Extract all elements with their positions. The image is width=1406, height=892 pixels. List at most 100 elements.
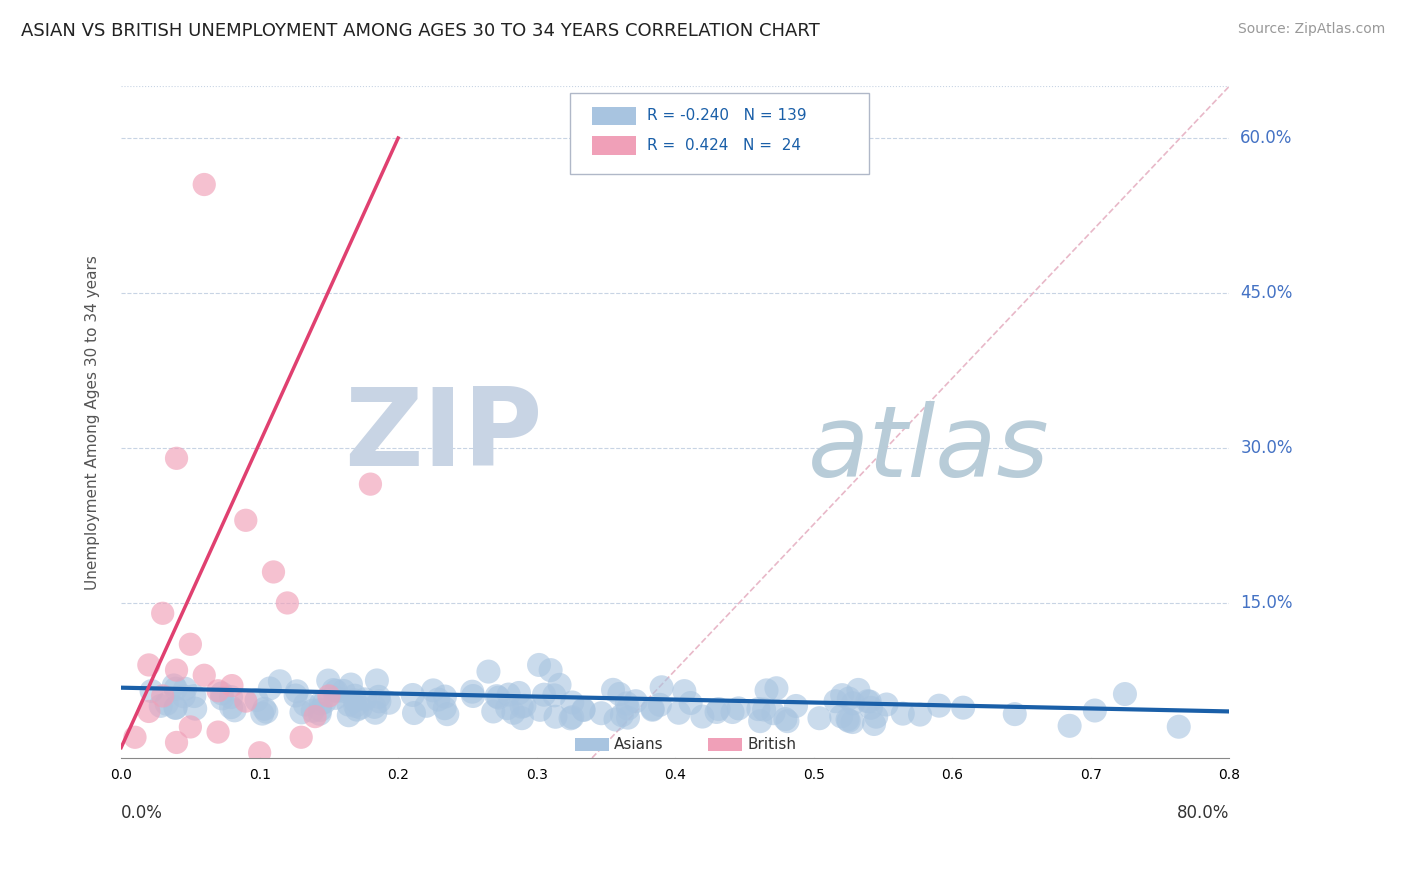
Point bbox=[617, 701, 640, 715]
Point bbox=[183, 689, 205, 703]
Point bbox=[152, 607, 174, 621]
Point bbox=[149, 698, 172, 713]
Point bbox=[706, 705, 728, 719]
Point bbox=[775, 712, 797, 726]
Point bbox=[235, 694, 257, 708]
Point bbox=[477, 665, 499, 679]
Text: 15.0%: 15.0% bbox=[1240, 594, 1292, 612]
Point bbox=[461, 684, 484, 698]
Point bbox=[510, 699, 533, 714]
Point bbox=[572, 703, 595, 717]
Point bbox=[138, 657, 160, 672]
Point bbox=[488, 690, 510, 705]
Point bbox=[211, 691, 233, 706]
Point bbox=[163, 678, 186, 692]
Text: 45.0%: 45.0% bbox=[1240, 284, 1292, 302]
Point bbox=[402, 706, 425, 720]
Point bbox=[166, 735, 188, 749]
Bar bbox=[575, 738, 609, 751]
FancyBboxPatch shape bbox=[569, 93, 869, 174]
Point bbox=[859, 694, 882, 708]
Point bbox=[285, 684, 308, 698]
Point bbox=[378, 696, 401, 710]
Point bbox=[842, 696, 865, 710]
Y-axis label: Unemployment Among Ages 30 to 34 years: Unemployment Among Ages 30 to 34 years bbox=[86, 255, 100, 590]
Text: Source: ZipAtlas.com: Source: ZipAtlas.com bbox=[1237, 22, 1385, 37]
Point bbox=[668, 706, 690, 720]
Point bbox=[224, 703, 246, 717]
Point bbox=[533, 688, 555, 702]
Point bbox=[605, 713, 627, 727]
Point bbox=[366, 673, 388, 688]
Point bbox=[673, 684, 696, 698]
Point bbox=[301, 704, 323, 718]
Point bbox=[415, 698, 437, 713]
Point bbox=[548, 678, 571, 692]
Point bbox=[838, 714, 860, 728]
Point bbox=[591, 706, 613, 721]
Point bbox=[617, 711, 640, 725]
Point bbox=[602, 682, 624, 697]
Point bbox=[707, 702, 730, 716]
Point bbox=[368, 694, 391, 708]
Point bbox=[572, 702, 595, 716]
Point bbox=[263, 565, 285, 579]
Point bbox=[253, 702, 276, 716]
Point bbox=[863, 717, 886, 731]
Point bbox=[610, 708, 633, 723]
Point bbox=[785, 698, 807, 713]
Text: 30.0%: 30.0% bbox=[1240, 439, 1292, 457]
Point bbox=[318, 689, 340, 703]
Point bbox=[304, 709, 326, 723]
Point bbox=[648, 698, 671, 712]
Point bbox=[259, 681, 281, 696]
Point bbox=[179, 720, 201, 734]
Point bbox=[561, 696, 583, 710]
Point bbox=[527, 657, 550, 672]
Point bbox=[502, 706, 524, 720]
Point bbox=[322, 683, 344, 698]
Point bbox=[485, 689, 508, 703]
Point bbox=[165, 701, 187, 715]
Point bbox=[755, 683, 778, 698]
Point bbox=[193, 178, 215, 192]
Point bbox=[508, 686, 530, 700]
Point bbox=[908, 707, 931, 722]
Point bbox=[482, 705, 505, 719]
Point bbox=[433, 690, 456, 704]
Point bbox=[309, 703, 332, 717]
Point bbox=[461, 689, 484, 703]
Point bbox=[235, 513, 257, 527]
Point bbox=[865, 709, 887, 723]
Point bbox=[513, 698, 536, 713]
Text: R = -0.240   N = 139: R = -0.240 N = 139 bbox=[647, 109, 807, 123]
Point bbox=[727, 701, 749, 715]
Point bbox=[166, 451, 188, 466]
Point bbox=[1114, 687, 1136, 701]
Point bbox=[831, 688, 853, 702]
Point bbox=[848, 682, 870, 697]
Point bbox=[776, 714, 799, 728]
Point bbox=[284, 689, 307, 703]
Point bbox=[496, 701, 519, 715]
Point bbox=[124, 731, 146, 745]
Point bbox=[1084, 704, 1107, 718]
Point bbox=[249, 746, 271, 760]
Point bbox=[309, 697, 332, 711]
Point bbox=[343, 689, 366, 703]
Point bbox=[337, 708, 360, 723]
Point bbox=[367, 690, 389, 704]
Point bbox=[290, 706, 312, 720]
Point bbox=[427, 692, 450, 706]
Point bbox=[876, 698, 898, 712]
Point bbox=[749, 714, 772, 728]
Point bbox=[433, 701, 456, 715]
Point bbox=[325, 684, 347, 698]
Point bbox=[641, 703, 664, 717]
Point bbox=[173, 690, 195, 704]
Point bbox=[141, 684, 163, 698]
Point bbox=[343, 693, 366, 707]
Point bbox=[624, 694, 647, 708]
Point bbox=[747, 702, 769, 716]
Point bbox=[269, 674, 291, 689]
